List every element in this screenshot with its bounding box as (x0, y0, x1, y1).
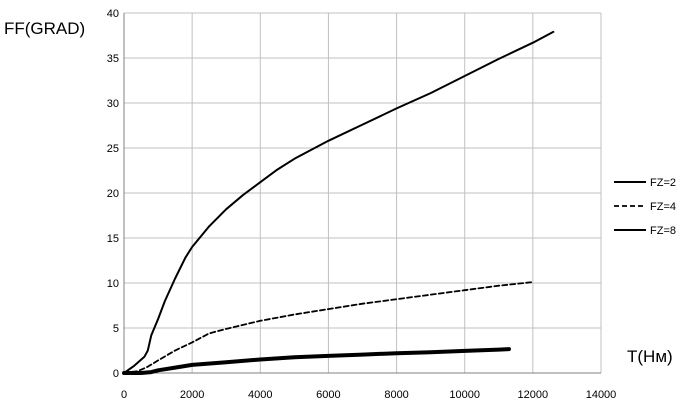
y-axis-title: FF(GRAD) (4, 19, 85, 38)
x-tick-label: 0 (121, 389, 127, 401)
x-axis-title: T(Нм) (627, 347, 673, 366)
gridlines (124, 12, 602, 373)
series-line-fz-4 (123, 281, 534, 374)
y-tick-label: 35 (107, 53, 119, 65)
series-line-fz-8 (122, 347, 511, 375)
x-tick-label: 14000 (586, 389, 617, 401)
y-tick-label: 40 (107, 8, 119, 20)
y-tick-label: 0 (113, 368, 119, 380)
legend: FZ=2 FZ=4 FZ=8 (614, 177, 676, 237)
y-tick-label: 20 (107, 188, 119, 200)
x-tick-label: 10000 (449, 389, 480, 401)
x-tick-label: 12000 (518, 389, 549, 401)
y-tick-label: 25 (107, 143, 119, 155)
y-tick-label: 15 (107, 233, 119, 245)
legend-label: FZ=8 (650, 225, 676, 237)
y-tick-label: 10 (107, 278, 119, 290)
plot-area (122, 30, 555, 375)
y-tick-label: 30 (107, 98, 119, 110)
legend-label: FZ=4 (650, 201, 676, 213)
axes (123, 13, 601, 374)
x-tick-label: 8000 (384, 389, 408, 401)
x-tick-label: 2000 (180, 389, 204, 401)
x-tick-label: 4000 (248, 389, 272, 401)
y-tick-label: 5 (113, 323, 119, 335)
series-line-fz-2 (123, 30, 555, 374)
x-tick-label: 6000 (316, 389, 340, 401)
legend-label: FZ=2 (650, 177, 676, 189)
tick-labels: 0 2000 4000 6000 8000 10000 12000 14000 0 5 10 15 20… (107, 8, 617, 401)
